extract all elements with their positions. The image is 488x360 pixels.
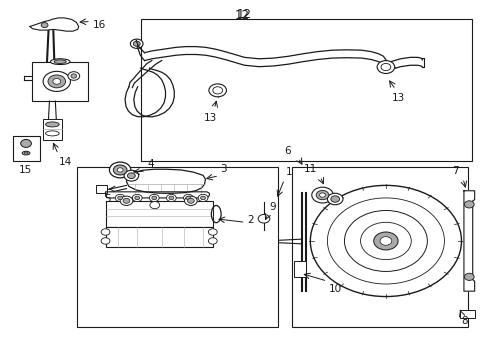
Circle shape	[208, 229, 217, 235]
Circle shape	[327, 193, 342, 205]
Text: 7: 7	[451, 166, 458, 176]
Bar	[141, 19, 471, 161]
Circle shape	[373, 232, 397, 250]
Circle shape	[68, 72, 80, 80]
Circle shape	[208, 238, 217, 244]
Text: 16: 16	[92, 20, 105, 30]
Circle shape	[185, 196, 190, 200]
Text: 9: 9	[268, 202, 275, 212]
Text: 8: 8	[461, 316, 467, 325]
Bar	[459, 310, 474, 318]
Circle shape	[184, 196, 197, 206]
Text: 10: 10	[328, 284, 341, 294]
Bar	[294, 261, 306, 277]
Text: 2: 2	[246, 215, 253, 225]
Circle shape	[166, 194, 176, 202]
Circle shape	[123, 198, 130, 203]
Circle shape	[133, 41, 140, 46]
Circle shape	[258, 215, 269, 223]
Circle shape	[150, 202, 159, 209]
Bar	[77, 167, 278, 327]
Circle shape	[168, 196, 173, 200]
Ellipse shape	[22, 151, 30, 155]
Ellipse shape	[45, 122, 59, 127]
Circle shape	[130, 39, 143, 48]
Circle shape	[124, 170, 139, 181]
Ellipse shape	[45, 131, 59, 136]
Text: 1: 1	[285, 167, 292, 177]
Ellipse shape	[24, 152, 28, 154]
Circle shape	[132, 194, 142, 202]
Bar	[292, 167, 467, 327]
Polygon shape	[30, 18, 79, 31]
Circle shape	[71, 74, 77, 78]
Bar	[105, 201, 212, 226]
Circle shape	[200, 196, 205, 200]
Text: 14: 14	[59, 157, 72, 167]
Circle shape	[118, 196, 122, 200]
Text: 4: 4	[147, 159, 153, 169]
Circle shape	[464, 273, 473, 280]
Circle shape	[208, 84, 226, 97]
Circle shape	[319, 193, 325, 197]
Circle shape	[135, 196, 140, 200]
Circle shape	[101, 229, 110, 235]
Bar	[105, 226, 212, 247]
Circle shape	[376, 60, 394, 73]
Bar	[32, 62, 88, 101]
Circle shape	[43, 71, 70, 91]
Text: 5: 5	[104, 194, 111, 204]
Circle shape	[113, 165, 127, 175]
Circle shape	[311, 187, 332, 203]
Bar	[13, 136, 40, 161]
Text: 11: 11	[303, 164, 316, 174]
Bar	[43, 119, 61, 140]
Circle shape	[101, 238, 110, 244]
Circle shape	[310, 185, 461, 297]
Text: 15: 15	[19, 165, 32, 175]
Circle shape	[187, 198, 194, 203]
Polygon shape	[463, 191, 474, 291]
Circle shape	[464, 201, 473, 208]
Text: 3: 3	[220, 164, 226, 174]
Circle shape	[316, 190, 328, 200]
Circle shape	[109, 162, 131, 178]
Circle shape	[183, 194, 193, 202]
Text: 12: 12	[234, 9, 249, 22]
Ellipse shape	[54, 60, 66, 63]
Circle shape	[41, 23, 48, 28]
Circle shape	[120, 196, 133, 206]
Circle shape	[127, 173, 135, 179]
Circle shape	[330, 196, 339, 202]
Circle shape	[152, 196, 157, 200]
Polygon shape	[105, 192, 209, 198]
Text: 12: 12	[237, 8, 251, 21]
Circle shape	[48, 75, 65, 88]
Circle shape	[20, 139, 31, 147]
Circle shape	[53, 78, 61, 84]
Text: 13: 13	[203, 113, 217, 123]
Polygon shape	[126, 169, 205, 193]
Ellipse shape	[50, 59, 70, 64]
Text: 13: 13	[391, 93, 405, 103]
Circle shape	[115, 194, 125, 202]
Circle shape	[117, 168, 123, 172]
Circle shape	[379, 237, 391, 245]
Circle shape	[149, 194, 159, 202]
Circle shape	[198, 194, 207, 202]
Bar	[96, 185, 106, 193]
Text: 6: 6	[284, 145, 290, 156]
